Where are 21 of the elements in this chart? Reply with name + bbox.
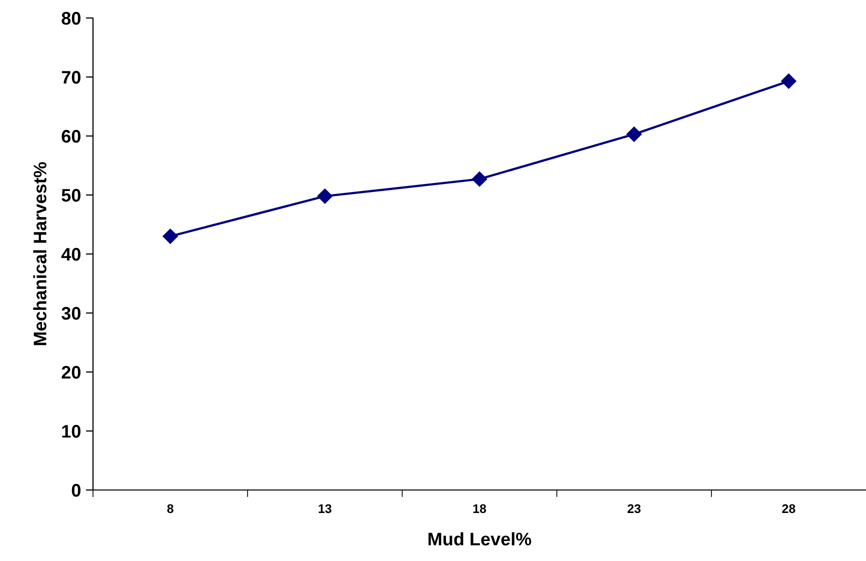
y-tick-label: 0 — [72, 484, 80, 497]
y-tick-label: 70 — [62, 70, 80, 84]
x-tick-label: 23 — [628, 504, 641, 514]
x-tick-label: 18 — [473, 504, 486, 514]
x-tick-label: 8 — [167, 504, 174, 514]
y-axis-title: Mechanical Harvest% — [33, 162, 46, 346]
x-tick-label: 28 — [782, 504, 796, 514]
x-tick-label: 13 — [318, 504, 332, 514]
y-tick-label: 60 — [62, 130, 80, 143]
point — [472, 172, 488, 187]
y-tick-label: 80 — [62, 12, 80, 25]
y-tick-label: 40 — [61, 248, 80, 261]
point — [162, 228, 178, 244]
y-tick-label: 30 — [62, 306, 80, 320]
y-tick-label: 50 — [62, 188, 80, 202]
point — [626, 126, 642, 142]
y-tick-label: 10 — [62, 424, 80, 438]
y-tick-label: 20 — [62, 366, 80, 379]
point — [317, 188, 332, 204]
x-axis-title: Mud Level% — [428, 532, 532, 546]
point — [781, 74, 796, 89]
